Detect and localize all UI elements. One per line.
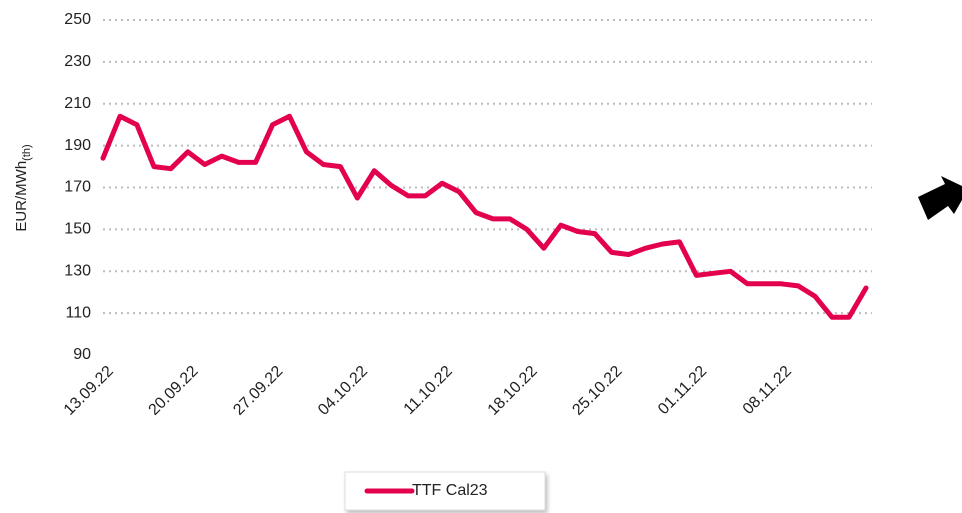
y-tick-label: 230 <box>64 53 91 70</box>
y-axis-label: EUR/MWh(th) <box>13 144 33 231</box>
arrow-icon <box>918 176 962 220</box>
x-tick-label: 01.11.22 <box>655 363 710 418</box>
x-tick-label: 27.09.22 <box>230 363 286 419</box>
x-tick-label: 20.09.22 <box>146 363 202 419</box>
y-tick-label: 90 <box>73 346 91 363</box>
x-tick-label: 04.10.22 <box>315 363 371 419</box>
y-label-sub: (th) <box>21 144 33 161</box>
x-tick-label: 18.10.22 <box>485 363 541 419</box>
y-tick-label: 190 <box>64 137 91 154</box>
axes <box>102 12 872 356</box>
y-tick-label: 170 <box>64 179 91 196</box>
y-tick-label: 210 <box>64 95 91 112</box>
y-tick-label: 130 <box>64 262 91 279</box>
x-tick-label: 13.09.22 <box>61 363 117 419</box>
y-tick-label: 110 <box>65 304 91 321</box>
x-tick-label: 11.10.22 <box>401 363 456 418</box>
line-series <box>100 113 869 320</box>
y-label-main: EUR/MWh <box>13 161 30 232</box>
y-tick-label: 250 <box>64 11 91 28</box>
y-tick-label: 150 <box>64 221 91 238</box>
x-tick-label: 08.11.22 <box>740 363 795 418</box>
legend-label: TTF Cal23 <box>412 482 488 499</box>
x-tick-label: 25.10.22 <box>569 363 625 419</box>
